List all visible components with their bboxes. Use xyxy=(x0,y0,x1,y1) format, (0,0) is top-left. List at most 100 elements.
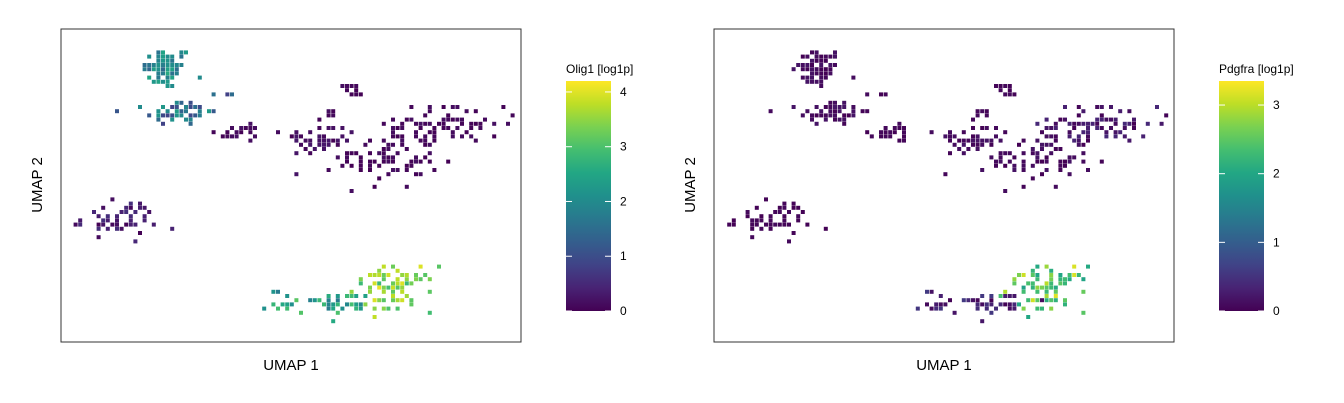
hexbin-cell xyxy=(450,134,455,139)
hexbin-cell xyxy=(989,294,994,298)
hexbin-cell xyxy=(151,63,156,67)
hexbin-cell xyxy=(805,54,810,59)
hexbin-cell xyxy=(1035,151,1040,156)
hexbin-cell xyxy=(335,155,340,160)
hexbin-cell xyxy=(865,92,870,97)
hexbin-cell xyxy=(404,117,409,122)
hexbin-cell xyxy=(1030,268,1035,273)
hexbin-cell xyxy=(299,310,303,315)
hexbin-cell xyxy=(994,134,998,139)
hexbin-cell xyxy=(961,151,966,156)
hexbin-cell xyxy=(1081,289,1086,294)
hexbin-cell xyxy=(814,105,819,109)
hexbin-cell xyxy=(395,285,400,290)
hexbin-cell xyxy=(308,151,313,156)
hexbin-cell xyxy=(1021,163,1026,168)
hexbin-cell xyxy=(814,121,819,126)
hexbin-cell xyxy=(105,226,110,231)
hexbin-cell xyxy=(902,134,906,139)
hexbin-cell xyxy=(1021,138,1026,143)
hexbin-cell xyxy=(345,88,349,93)
hexbin-cell xyxy=(759,226,764,231)
hexbin-cell xyxy=(810,63,814,67)
hexbin-cell xyxy=(147,67,152,72)
hexbin-cell xyxy=(174,67,179,72)
hexbin-cell xyxy=(984,109,989,114)
hexbin-cell xyxy=(418,126,423,130)
hexbin-cell xyxy=(879,130,883,135)
hexbin-cell xyxy=(1035,155,1040,160)
hexbin-cell xyxy=(381,155,386,160)
hexbin-cell xyxy=(1053,184,1058,189)
hexbin-cell xyxy=(165,79,170,84)
hexbin-cell xyxy=(400,298,405,303)
hexbin-cell xyxy=(105,214,110,219)
hexbin-cell xyxy=(331,113,336,118)
hexbin-cell xyxy=(358,159,363,164)
colorbar-gradient xyxy=(1219,81,1264,311)
hexbin-cell xyxy=(156,117,161,122)
hexbin-cell xyxy=(1035,264,1040,269)
hexbin-cell xyxy=(1049,126,1054,130)
hexbin-cell xyxy=(1044,126,1049,130)
hexbin-cell xyxy=(1086,264,1090,269)
hexbin-cell xyxy=(1026,281,1031,286)
hexbin-cell xyxy=(1104,134,1109,139)
hexbin-cell xyxy=(418,121,423,126)
hexbin-cell xyxy=(368,285,372,290)
hexbin-cell xyxy=(349,163,354,168)
hexbin-cell xyxy=(819,67,824,72)
hexbin-cell xyxy=(925,289,929,294)
hexbin-cell xyxy=(427,142,432,147)
hexbin-cell xyxy=(101,218,106,223)
hexbin-cell xyxy=(391,134,395,139)
hexbin-cell xyxy=(1026,298,1031,303)
hexbin-cell xyxy=(142,67,147,72)
hexbin-cell xyxy=(943,302,948,307)
hexbin-cell xyxy=(391,289,395,294)
hexbin-cell xyxy=(317,126,322,130)
hexbin-cell xyxy=(276,130,280,135)
hexbin-cell xyxy=(731,222,736,227)
hexbin-cell xyxy=(381,285,386,290)
hexbin-cell xyxy=(1040,159,1044,164)
hexbin-cell xyxy=(354,294,359,298)
hexbin-cell xyxy=(819,79,824,84)
hexbin-cell xyxy=(980,319,985,324)
hexbin-cell xyxy=(1044,285,1049,290)
hexbin-cell xyxy=(138,231,142,235)
hexbin-cell xyxy=(961,142,966,147)
hexbin-cell xyxy=(322,134,326,139)
hexbin-cell xyxy=(897,121,902,126)
hexbin-cell xyxy=(234,130,239,135)
hexbin-cell xyxy=(819,113,824,118)
hexbin-cell xyxy=(377,151,382,156)
hexbin-cell xyxy=(78,218,83,223)
hexbin-cell xyxy=(492,134,497,139)
hexbin-cell xyxy=(984,138,989,143)
hexbin-cell xyxy=(833,105,837,109)
hexbin-cell xyxy=(805,222,810,227)
hexbin-cell xyxy=(1007,92,1012,97)
hexbin-cell xyxy=(791,231,796,235)
hexbin-cell xyxy=(819,54,824,59)
hexbin-cell xyxy=(1012,168,1017,172)
hexbin-cell xyxy=(961,138,966,143)
hexbin-cell xyxy=(883,92,888,97)
hexbin-cell xyxy=(368,163,372,168)
plot-border xyxy=(713,28,1175,343)
hexbin-cell xyxy=(1021,289,1026,294)
hexbin-cell xyxy=(796,218,801,223)
hexbin-cell xyxy=(1003,189,1008,193)
hexbin-cell xyxy=(1099,105,1104,109)
hexbin-cell xyxy=(810,58,814,63)
hexbin-cell xyxy=(791,105,796,109)
hexbin-cell xyxy=(768,214,773,219)
hexbin-cell xyxy=(119,226,124,231)
hexbin-cell xyxy=(156,50,161,55)
hexbin-cell xyxy=(372,184,377,189)
hexbin-cell xyxy=(1072,273,1077,277)
hexbin-cell xyxy=(879,92,883,97)
hexbin-cell xyxy=(423,155,428,160)
hexbin-cell xyxy=(823,67,828,72)
